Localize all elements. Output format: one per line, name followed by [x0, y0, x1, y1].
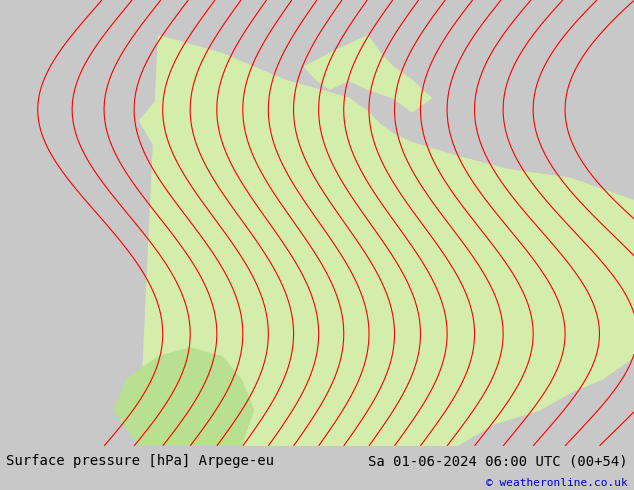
Text: Sa 01-06-2024 06:00 UTC (00+54): Sa 01-06-2024 06:00 UTC (00+54): [368, 454, 628, 468]
Polygon shape: [139, 36, 634, 446]
Polygon shape: [0, 0, 634, 446]
Text: Surface pressure [hPa] Arpege-eu: Surface pressure [hPa] Arpege-eu: [6, 454, 275, 468]
Polygon shape: [139, 98, 190, 143]
Polygon shape: [304, 36, 431, 112]
Polygon shape: [158, 53, 266, 170]
Polygon shape: [114, 348, 254, 446]
Text: © weatheronline.co.uk: © weatheronline.co.uk: [486, 478, 628, 489]
